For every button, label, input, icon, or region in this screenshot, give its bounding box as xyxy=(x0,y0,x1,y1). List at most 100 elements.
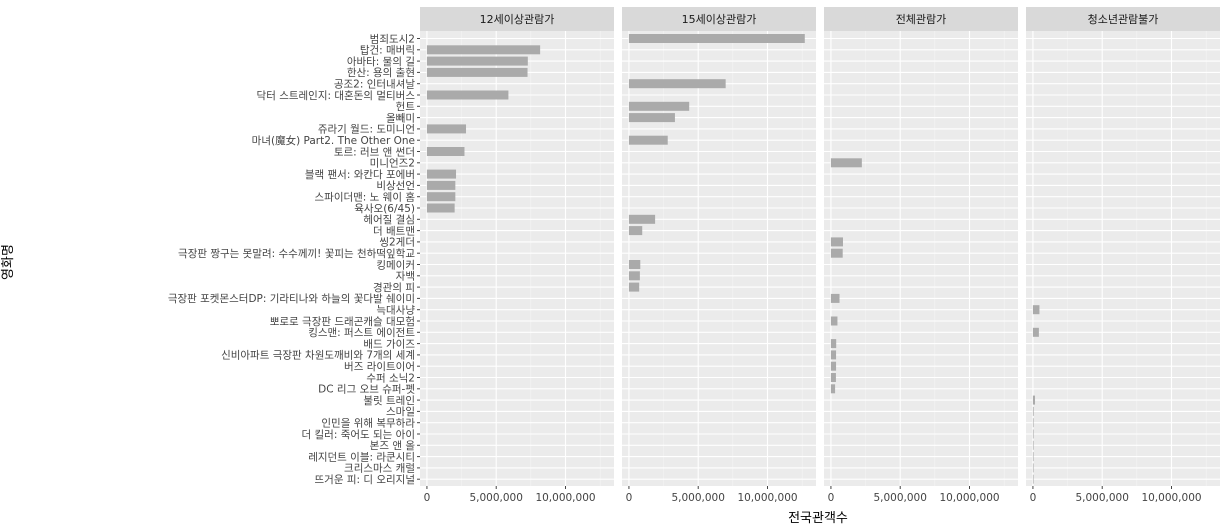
y-tick-label: 경관의 피 xyxy=(373,281,415,294)
y-tick-label: 극장판 포켓몬스터DP: 기라티나와 하늘의 꽃다발 쉐이미 xyxy=(168,292,415,305)
bar xyxy=(426,67,528,77)
bar xyxy=(830,237,843,247)
y-tick-label: 불릿 트레인 xyxy=(363,395,415,407)
x-tick-label: 10,000,000 xyxy=(737,492,797,504)
y-tick-label: 마녀(魔女) Part2. The Other One xyxy=(252,134,415,147)
y-tick-label: 미니언즈2 xyxy=(370,158,415,170)
facet-panels xyxy=(420,31,1220,486)
y-tick-label: 헌트 xyxy=(396,101,416,113)
y-tick-label: 본즈 앤 올 xyxy=(370,440,416,452)
x-tick-label: 0 xyxy=(424,492,431,504)
x-tick-label: 10,000,000 xyxy=(1141,492,1201,504)
y-tick-label: 인민을 위해 복무하라 xyxy=(321,417,415,430)
panel-background xyxy=(622,31,816,486)
bar xyxy=(1032,406,1034,416)
bar xyxy=(1032,429,1034,439)
y-tick-label: 수퍼 소닉2 xyxy=(366,372,415,384)
bar xyxy=(628,260,641,269)
y-tick-label: 공조2: 인터내셔날 xyxy=(334,79,416,91)
facet-panel xyxy=(420,31,614,486)
bar xyxy=(426,203,455,213)
facet-strip xyxy=(1026,7,1220,31)
bar xyxy=(426,147,465,156)
bar xyxy=(628,271,640,281)
bar xyxy=(1032,327,1039,337)
bar xyxy=(628,226,643,236)
bar xyxy=(830,293,840,303)
bar xyxy=(1032,440,1034,450)
y-tick-label: 신비아파트 극장판 차원도깨비와 7개의 세계 xyxy=(221,350,415,362)
facet-label: 청소년관람불가 xyxy=(1088,13,1159,26)
x-tick-label: 10,000,000 xyxy=(535,492,595,504)
facet-label: 전체관람가 xyxy=(896,13,947,26)
bar xyxy=(830,373,836,382)
bar xyxy=(628,101,690,111)
y-tick-label: DC 리그 오브 슈퍼-펫 xyxy=(318,384,415,396)
x-axis-title: 전국관객수 xyxy=(788,511,848,526)
y-tick-label: 탑건: 매버릭 xyxy=(360,45,415,57)
y-tick-label: 헤어질 결심 xyxy=(363,213,415,226)
bar xyxy=(426,45,541,55)
bar xyxy=(426,124,467,134)
y-tick-label: 아바타: 물의 길 xyxy=(347,55,415,68)
bar xyxy=(426,56,528,66)
bar xyxy=(830,339,837,349)
y-tick-label: 더 킬러: 죽어도 되는 아이 xyxy=(302,428,416,441)
x-tick-label: 0 xyxy=(1030,492,1037,504)
bar xyxy=(830,350,837,360)
bar xyxy=(830,248,843,258)
x-tick-label: 5,000,000 xyxy=(671,492,724,504)
bar xyxy=(628,34,805,43)
bar xyxy=(1032,474,1034,484)
y-tick-label: 스파이더맨: 노 웨이 홈 xyxy=(315,191,416,204)
x-tick-label: 0 xyxy=(828,492,835,504)
x-tick-label: 0 xyxy=(626,492,633,504)
y-tick-label: 스마일 xyxy=(386,405,415,418)
x-tick-label: 5,000,000 xyxy=(469,492,522,504)
facet-strips: 12세이상관람가 15세이상관람가 전체관람가 청소년관람불가 xyxy=(420,7,1220,31)
y-tick-label: 크리스마스 캐럴 xyxy=(344,462,415,475)
facet-label: 15세이상관람가 xyxy=(682,13,757,26)
panel-background xyxy=(824,31,1018,486)
y-tick-label: 킹스맨: 퍼스트 에이전트 xyxy=(308,327,415,339)
bar xyxy=(628,79,726,89)
panel-background xyxy=(1026,31,1220,486)
bar xyxy=(628,113,675,123)
facet-panel xyxy=(622,31,816,486)
facet-label: 12세이상관람가 xyxy=(480,13,555,26)
bar xyxy=(1032,452,1034,462)
bar xyxy=(628,282,640,292)
facet-strip xyxy=(824,7,1018,31)
bar xyxy=(830,361,837,371)
y-tick-label: 배드 가이즈 xyxy=(363,338,415,350)
bar xyxy=(830,316,838,326)
bar xyxy=(426,180,456,190)
y-tick-label: 올빼미 xyxy=(386,112,415,124)
facet-panel xyxy=(824,31,1018,486)
y-tick-label: 씽2게더 xyxy=(379,237,415,249)
bar xyxy=(1032,463,1034,473)
bar xyxy=(1032,395,1036,405)
y-tick-label: 늑대사냥 xyxy=(376,305,415,317)
bar xyxy=(1032,418,1034,428)
y-axis-title: 영화명 xyxy=(1,244,16,280)
y-tick-label: 육사오(6/45) xyxy=(354,203,415,215)
y-tick-label: 레지던트 이블: 라쿤시티 xyxy=(308,451,415,463)
x-tick-label: 5,000,000 xyxy=(873,492,926,504)
y-tick-label: 비상선언 xyxy=(376,180,415,192)
bar xyxy=(628,135,668,145)
x-axes: 0 5,000,000 10,000,000 0 5,000,000 10,000,000… xyxy=(424,486,1202,504)
bar xyxy=(426,90,509,100)
x-tick-label: 5,000,000 xyxy=(1075,492,1128,504)
y-tick-label: 뽀로로 극장판 드래곤캐슬 대모험 xyxy=(270,316,415,328)
y-tick-label: 한산: 용의 출현 xyxy=(347,67,415,79)
bar xyxy=(426,192,456,202)
y-tick-label: 버즈 라이트이어 xyxy=(344,361,415,373)
bar xyxy=(628,214,656,224)
bar xyxy=(830,384,836,394)
bar xyxy=(830,158,862,168)
facet-strip xyxy=(622,7,816,31)
y-tick-label: 자백 xyxy=(396,271,415,283)
